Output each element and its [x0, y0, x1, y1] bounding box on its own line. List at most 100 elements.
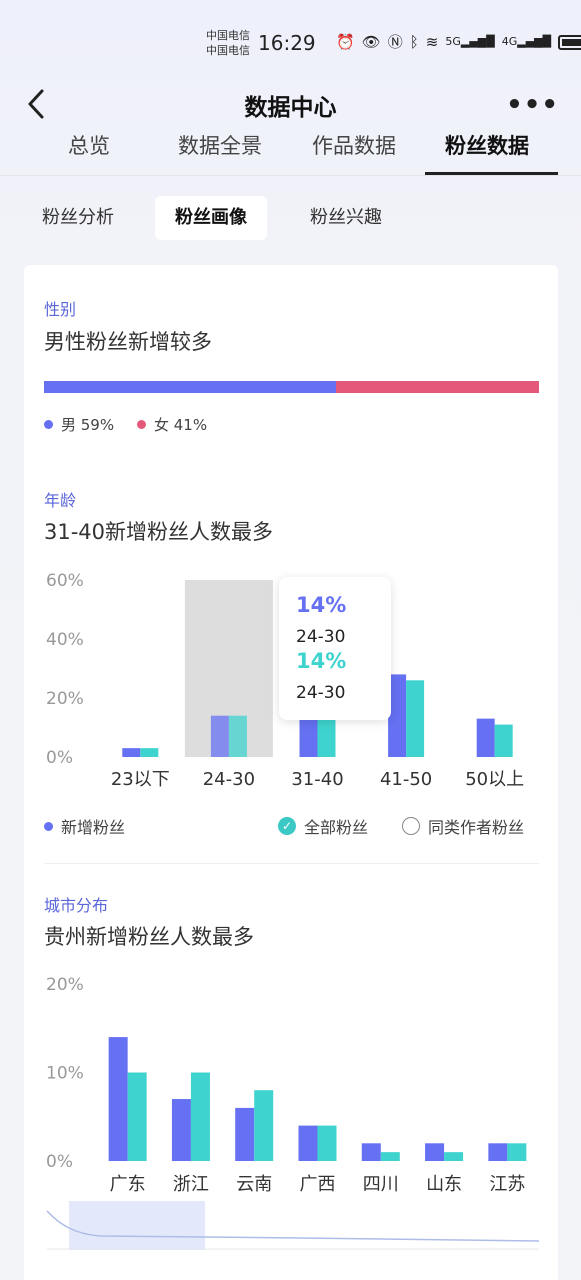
tab-fans-data[interactable]: 粉丝数据: [445, 134, 529, 158]
gender-legend-male: 男 59%: [44, 414, 114, 435]
subtab-bar: 粉丝分析 粉丝画像 粉丝兴趣: [0, 196, 581, 240]
toggle-all-fans[interactable]: ✓ 全部粉丝: [278, 814, 368, 838]
eye-icon: 👁: [361, 33, 381, 51]
city-chart-ytick-label: 10%: [46, 1064, 84, 1084]
age-chart-bar: [122, 748, 141, 757]
city-chart-bar: [235, 1107, 255, 1161]
female-percent: 女 41%: [154, 416, 208, 434]
city-chart-bar: [380, 1152, 400, 1161]
tooltip-category-all: 24-30: [296, 683, 346, 703]
male-percent: 男 59%: [61, 416, 115, 434]
age-chart-bar: [476, 718, 495, 757]
page-title: 数据中心: [244, 95, 337, 121]
city-chart-bar: [190, 1072, 210, 1161]
city-chart-ytick-label: 0%: [46, 1152, 73, 1172]
city-brush-window: [69, 1201, 205, 1250]
age-legend: 新增粉丝 ✓ 全部粉丝 同类作者粉丝: [44, 814, 539, 838]
signal-4g-icon: 4G▂▄▆█: [501, 35, 552, 48]
gender-label: 性别: [44, 300, 77, 319]
city-chart-bar: [488, 1143, 508, 1161]
city-chart-bar: [108, 1037, 128, 1161]
nav-bar: 数据中心 •••: [0, 84, 581, 124]
age-tooltip: 14% 24-30 14% 24-30: [279, 577, 391, 720]
age-chart-category-label: 41-50: [380, 769, 432, 790]
status-icons: ⏰ 👁 Ⓝ ᛒ ≋ 5G▂▄▆█ 4G▂▄▆█: [336, 33, 581, 51]
toggle-similar-fans[interactable]: 同类作者粉丝: [402, 814, 524, 838]
city-chart-category-label: 云南: [236, 1174, 272, 1195]
male-dot-icon: [44, 420, 53, 429]
tab-data-panorama[interactable]: 数据全景: [178, 134, 262, 158]
age-title: 31-40新增粉丝人数最多: [44, 520, 274, 544]
back-arrow-icon[interactable]: [26, 88, 46, 120]
gender-bar-male: [44, 381, 337, 393]
age-chart-bar: [494, 724, 513, 757]
subtab-fans-analysis[interactable]: 粉丝分析: [42, 207, 114, 228]
age-chart-bar: [228, 715, 247, 757]
carrier-2: 中国电信: [206, 44, 250, 57]
city-title: 贵州新增粉丝人数最多: [44, 925, 254, 949]
nfc-icon: Ⓝ: [387, 33, 403, 51]
age-chart-bar: [140, 748, 159, 757]
gender-bar: [44, 381, 539, 393]
tooltip-value-new: 14%: [296, 593, 347, 617]
age-chart-bar: [388, 674, 407, 757]
tab-works-data[interactable]: 作品数据: [312, 134, 396, 158]
status-bar: 中国电信 中国电信 16:29 ⏰ 👁 Ⓝ ᛒ ≋ 5G▂▄▆█ 4G▂▄▆█: [0, 0, 581, 88]
tab-bar: 总览 数据全景 作品数据 粉丝数据: [0, 124, 581, 176]
tab-overview[interactable]: 总览: [68, 134, 110, 158]
city-chart-bar: [444, 1152, 464, 1161]
city-chart-bar: [425, 1143, 445, 1161]
city-chart-category-label: 江苏: [489, 1174, 525, 1195]
legend-new-fans: 新增粉丝: [44, 814, 125, 838]
age-chart-category-label: 50以上: [465, 769, 524, 790]
city-chart-bar: [171, 1099, 191, 1161]
legend-new-fans-label: 新增粉丝: [61, 818, 126, 837]
city-chart-category-label: 山东: [426, 1174, 462, 1195]
status-time: 16:29: [258, 31, 316, 55]
bluetooth-icon: ᛒ: [409, 33, 419, 51]
legend-similar-fans-label: 同类作者粉丝: [428, 818, 525, 837]
age-chart-ytick-label: 0%: [46, 748, 73, 768]
wifi-icon: ≋: [425, 33, 439, 51]
section-divider: [44, 863, 539, 864]
carrier-1: 中国电信: [206, 29, 250, 42]
city-chart-category-label: 四川: [363, 1174, 399, 1195]
subtab-fans-profile[interactable]: 粉丝画像: [155, 196, 267, 240]
subtab-fans-interest[interactable]: 粉丝兴趣: [310, 207, 382, 228]
signal-5g-icon: 5G▂▄▆█: [445, 35, 495, 48]
age-chart-category-label: 31-40: [291, 769, 343, 790]
age-chart-category-label: 23以下: [111, 769, 170, 790]
age-chart-ytick-label: 20%: [46, 689, 84, 709]
city-brush-trend-line: [46, 1210, 540, 1242]
tooltip-category-new: 24-30: [296, 627, 346, 647]
city-chart-bar: [127, 1072, 147, 1161]
city-chart-category-label: 浙江: [173, 1174, 209, 1195]
city-chart-ytick-label: 20%: [46, 975, 84, 995]
battery-icon: [558, 34, 581, 50]
empty-circle-icon: [402, 817, 420, 835]
city-chart-bar: [298, 1125, 318, 1161]
more-icon[interactable]: •••: [506, 90, 559, 120]
age-label: 年龄: [44, 491, 77, 510]
age-chart-category-label: 24-30: [203, 769, 255, 790]
age-chart-ytick-label: 60%: [46, 571, 84, 591]
alarm-icon: ⏰: [336, 33, 355, 51]
city-chart-bar: [317, 1125, 337, 1161]
gender-bar-female: [336, 381, 539, 393]
new-fans-dot-icon: [44, 821, 53, 831]
legend-all-fans-label: 全部粉丝: [304, 818, 369, 837]
check-circle-icon: ✓: [278, 817, 296, 835]
age-chart-bar: [406, 680, 425, 757]
city-chart-bar: [254, 1090, 274, 1161]
city-label: 城市分布: [44, 896, 109, 915]
active-tab-indicator: [425, 172, 558, 175]
age-chart-ytick-label: 40%: [46, 630, 84, 650]
city-chart-bar: [361, 1143, 381, 1161]
age-chart-bar: [210, 715, 229, 757]
city-chart-category-label: 广东: [110, 1174, 146, 1195]
female-dot-icon: [137, 420, 146, 429]
gender-title: 男性粉丝新增较多: [44, 330, 212, 354]
city-chart-bar: [507, 1143, 527, 1161]
tooltip-value-all: 14%: [296, 649, 347, 673]
